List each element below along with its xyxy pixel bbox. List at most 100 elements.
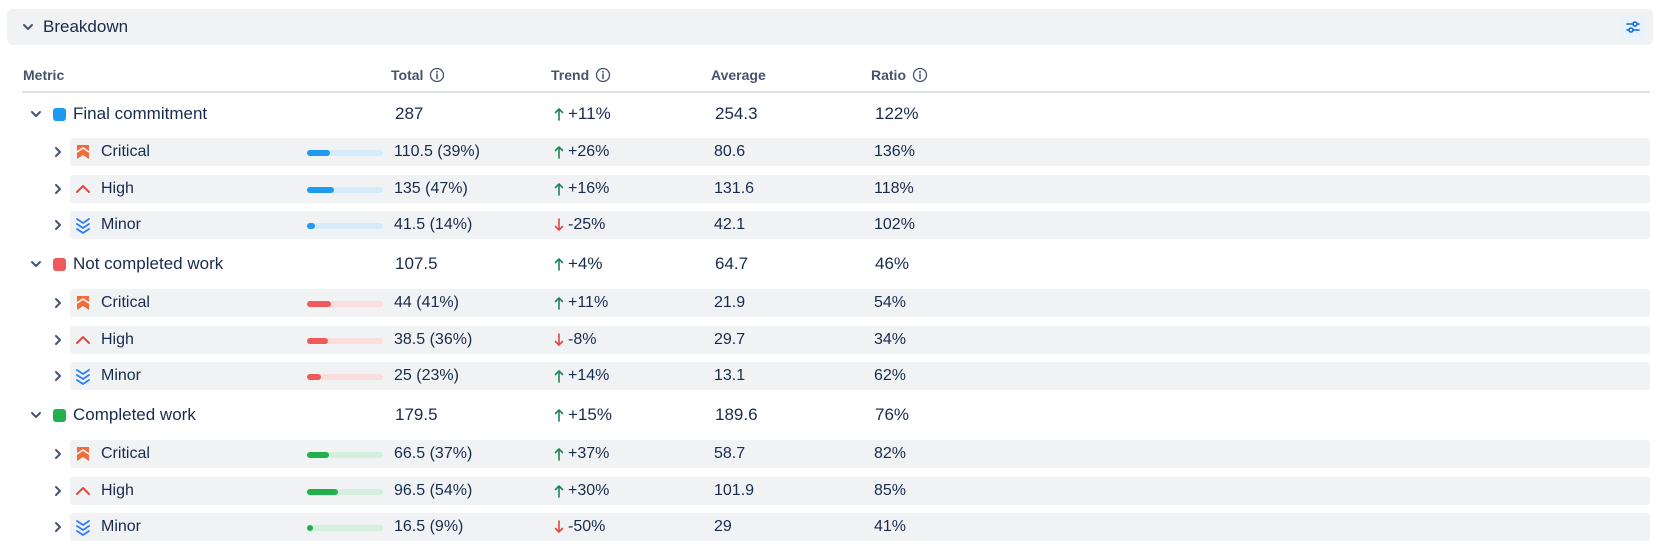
- row-ratio: 102%: [874, 216, 915, 233]
- trend-up-arrow-icon: [554, 258, 564, 271]
- priority-critical-icon: [76, 296, 90, 310]
- share-bar-fill: [307, 374, 321, 380]
- table-row-completed-work-minor[interactable]: Minor 16.5 (9%) -50% 29 41%: [0, 513, 1660, 541]
- column-header-ratio[interactable]: Ratio: [871, 67, 928, 83]
- row-ratio: 54%: [874, 294, 907, 311]
- column-header-average[interactable]: Average: [711, 67, 766, 83]
- row-trend-value: +14%: [568, 367, 610, 384]
- chevron-right-icon[interactable]: [50, 295, 66, 311]
- chevron-down-icon[interactable]: [20, 19, 36, 35]
- priority-label: High: [101, 482, 134, 499]
- row-trend-value: +16%: [568, 180, 610, 197]
- row-ratio: 34%: [874, 331, 907, 348]
- chevron-right-icon[interactable]: [50, 217, 66, 233]
- chevron-right-icon[interactable]: [50, 483, 66, 499]
- group-trend: +11%: [553, 104, 611, 124]
- row-average: 80.6: [714, 143, 746, 160]
- column-header-metric[interactable]: Metric: [23, 67, 65, 83]
- row-trend-value: -50%: [568, 518, 606, 535]
- table-row-final-commitment-minor[interactable]: Minor 41.5 (14%) -25% 42.1 102%: [0, 211, 1660, 239]
- row-total: 44 (41%): [394, 294, 459, 311]
- column-header-total[interactable]: Total: [391, 67, 445, 83]
- info-icon[interactable]: [912, 67, 928, 83]
- priority-label: Minor: [101, 518, 142, 535]
- chevron-right-icon[interactable]: [50, 144, 66, 160]
- info-icon[interactable]: [595, 67, 611, 83]
- trend-up-arrow-icon: [554, 183, 564, 196]
- share-bar: [307, 489, 383, 495]
- table-row-completed-work-critical[interactable]: Critical 66.5 (37%) +37% 58.7 82%: [0, 440, 1660, 468]
- trend-up-arrow-icon: [554, 370, 564, 383]
- row-trend: +26%: [553, 143, 609, 161]
- priority-label: Minor: [101, 367, 142, 384]
- priority-label: Minor: [101, 216, 142, 233]
- share-bar-fill: [307, 338, 328, 344]
- row-trend: +37%: [553, 445, 609, 463]
- trend-up-arrow-icon: [554, 146, 564, 159]
- table-row-not-completed-work-critical[interactable]: Critical 44 (41%) +11% 21.9 54%: [0, 289, 1660, 317]
- chevron-down-icon[interactable]: [28, 106, 44, 122]
- group-row-not-completed-work[interactable]: Not completed work 107.5 +4% 64.7 46%: [0, 250, 1660, 278]
- group-name: Completed work: [73, 405, 196, 424]
- trend-down-arrow-icon: [554, 333, 564, 346]
- table-row-final-commitment-critical[interactable]: Critical 110.5 (39%) +26% 80.6 136%: [0, 138, 1660, 166]
- chevron-right-icon[interactable]: [50, 368, 66, 384]
- panel-title: Breakdown: [43, 17, 129, 36]
- header-divider: [22, 91, 1650, 93]
- table-row-completed-work-high[interactable]: High 96.5 (54%) +30% 101.9 85%: [0, 477, 1660, 505]
- priority-minor-icon: [76, 369, 90, 385]
- group-trend-value: +4%: [568, 254, 603, 273]
- share-bar: [307, 452, 383, 458]
- priority-high-icon: [76, 487, 90, 495]
- row-trend-value: +37%: [568, 445, 610, 462]
- row-trend-value: -25%: [568, 216, 606, 233]
- share-bar: [307, 374, 383, 380]
- share-bar-fill: [307, 525, 313, 531]
- row-ratio: 85%: [874, 482, 907, 499]
- group-trend-value: +15%: [568, 405, 612, 424]
- share-bar-fill: [307, 187, 334, 193]
- trend-up-arrow-icon: [554, 485, 564, 498]
- group-average: 189.6: [715, 405, 758, 424]
- row-trend-value: +30%: [568, 482, 610, 499]
- priority-minor-icon: [76, 218, 90, 234]
- row-total: 16.5 (9%): [394, 518, 464, 535]
- row-trend: -50%: [553, 518, 605, 536]
- row-average: 29.7: [714, 331, 746, 348]
- row-average: 42.1: [714, 216, 746, 233]
- chevron-down-icon[interactable]: [28, 407, 44, 423]
- priority-high-icon: [76, 185, 90, 193]
- row-trend: -25%: [553, 216, 605, 234]
- row-trend: +30%: [553, 482, 609, 500]
- series-color-swatch: [53, 258, 66, 271]
- chevron-right-icon[interactable]: [50, 446, 66, 462]
- share-bar: [307, 150, 383, 156]
- group-name: Not completed work: [73, 254, 224, 273]
- column-header-trend[interactable]: Trend: [551, 67, 611, 83]
- settings-button[interactable]: [1621, 15, 1645, 39]
- chevron-down-icon[interactable]: [28, 256, 44, 272]
- chevron-right-icon[interactable]: [50, 519, 66, 535]
- share-bar-fill: [307, 301, 331, 307]
- info-icon[interactable]: [429, 67, 445, 83]
- group-total: 287: [395, 104, 424, 123]
- priority-label: High: [101, 331, 134, 348]
- group-average: 254.3: [715, 104, 758, 123]
- group-trend-value: +11%: [568, 104, 611, 123]
- table-row-final-commitment-high[interactable]: High 135 (47%) +16% 131.6 118%: [0, 175, 1660, 203]
- chevron-right-icon[interactable]: [50, 181, 66, 197]
- row-total: 38.5 (36%): [394, 331, 473, 348]
- trend-up-arrow-icon: [554, 448, 564, 461]
- table-row-not-completed-work-minor[interactable]: Minor 25 (23%) +14% 13.1 62%: [0, 362, 1660, 390]
- share-bar-fill: [307, 150, 330, 156]
- series-color-swatch: [53, 409, 66, 422]
- group-row-completed-work[interactable]: Completed work 179.5 +15% 189.6 76%: [0, 401, 1660, 429]
- trend-up-arrow-icon: [554, 108, 564, 121]
- trend-down-arrow-icon: [554, 520, 564, 533]
- breakdown-panel-header[interactable]: Breakdown: [7, 9, 1653, 45]
- table-row-not-completed-work-high[interactable]: High 38.5 (36%) -8% 29.7 34%: [0, 326, 1660, 354]
- priority-label: High: [101, 180, 134, 197]
- group-name: Final commitment: [73, 104, 208, 123]
- chevron-right-icon[interactable]: [50, 332, 66, 348]
- group-row-final-commitment[interactable]: Final commitment 287 +11% 254.3 122%: [0, 100, 1660, 128]
